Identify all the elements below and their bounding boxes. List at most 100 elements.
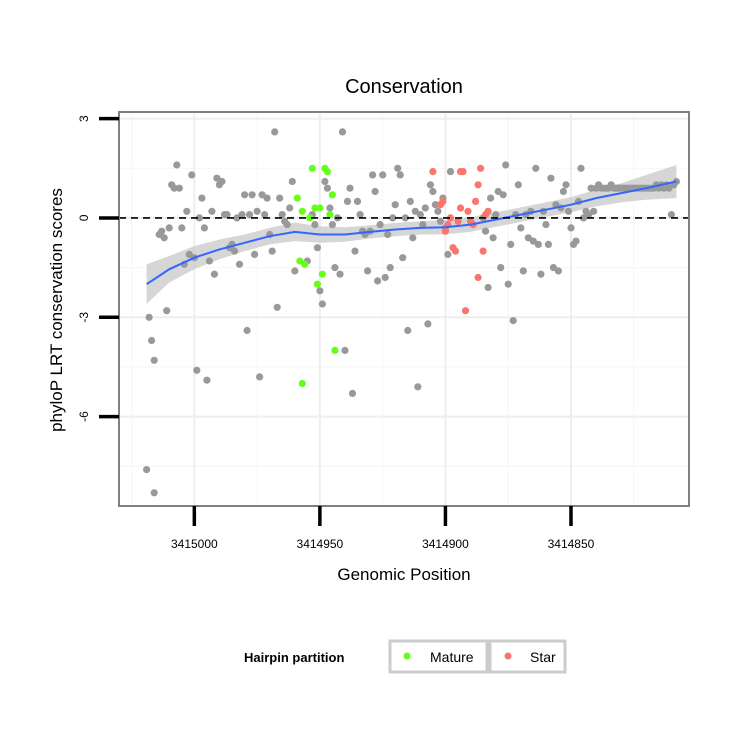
- data-point-other: [251, 250, 259, 258]
- data-point-other: [323, 184, 331, 192]
- data-point-other: [165, 224, 173, 232]
- x-tick-label: 3414850: [548, 537, 595, 551]
- data-point-other: [158, 227, 166, 235]
- data-point-other: [389, 214, 397, 222]
- data-point-other: [218, 177, 226, 186]
- data-point-star: [464, 207, 472, 215]
- data-point-mature: [323, 168, 331, 176]
- data-point-mature: [313, 280, 321, 288]
- data-point-other: [374, 277, 382, 285]
- data-point-other: [532, 164, 540, 172]
- data-point-mature: [326, 211, 334, 219]
- data-point-other: [399, 254, 407, 262]
- data-point-other: [554, 267, 563, 275]
- y-axis-title: phyloP LRT conservation scores: [47, 188, 66, 432]
- data-point-other: [328, 221, 336, 229]
- data-point-other: [572, 237, 580, 245]
- data-point-other: [288, 177, 296, 186]
- data-point-other: [444, 250, 452, 258]
- data-point-other: [200, 224, 208, 232]
- data-point-other: [150, 356, 158, 364]
- data-point-other: [148, 336, 156, 345]
- y-tick-label: -6: [77, 411, 91, 422]
- data-point-mature: [298, 379, 306, 388]
- data-point-star: [484, 207, 492, 215]
- data-point-other: [235, 260, 244, 268]
- data-point-other: [188, 171, 196, 179]
- data-point-other: [499, 191, 507, 199]
- legend-key-mature: [403, 652, 411, 660]
- data-point-other: [170, 184, 178, 192]
- data-point-other: [311, 221, 319, 229]
- data-point-other: [193, 366, 201, 374]
- data-point-other: [253, 207, 261, 215]
- data-point-other: [210, 270, 218, 278]
- x-axis-title: Genomic Position: [337, 565, 470, 584]
- data-point-other: [391, 201, 399, 209]
- data-point-other: [316, 287, 324, 295]
- data-point-other: [313, 244, 321, 252]
- smooth-trend-line: [146, 180, 677, 286]
- data-point-star: [456, 204, 465, 212]
- data-point-other: [223, 211, 231, 219]
- data-point-other: [446, 168, 455, 176]
- data-point-other: [534, 240, 542, 248]
- plot-background: [119, 112, 689, 506]
- x-tick-label: 3414950: [297, 537, 344, 551]
- data-point-other: [492, 211, 500, 219]
- data-point-other: [514, 181, 522, 189]
- data-point-other: [547, 174, 555, 182]
- data-point-other: [351, 247, 359, 255]
- data-point-other: [484, 283, 492, 292]
- data-point-other: [394, 164, 402, 172]
- data-point-other: [436, 217, 444, 225]
- data-point-other: [409, 234, 417, 242]
- data-point-star: [441, 227, 449, 235]
- data-point-mature: [318, 270, 326, 278]
- data-point-other: [542, 221, 550, 229]
- data-point-other: [419, 221, 427, 229]
- data-point-other: [497, 264, 505, 272]
- data-point-other: [348, 389, 357, 397]
- data-point-other: [278, 211, 286, 219]
- data-point-other: [183, 207, 191, 215]
- data-point-other: [414, 383, 422, 391]
- data-point-other: [283, 221, 291, 229]
- data-point-other: [203, 376, 211, 384]
- data-point-other: [426, 181, 434, 189]
- data-point-other: [195, 214, 203, 222]
- data-point-other: [519, 267, 527, 275]
- data-point-star: [477, 164, 485, 172]
- data-point-other: [246, 211, 254, 219]
- data-point-other: [379, 171, 387, 179]
- data-point-star: [451, 247, 460, 255]
- data-point-other: [482, 227, 490, 235]
- data-point-other: [143, 466, 151, 474]
- x-tick-label: 3415000: [171, 537, 218, 551]
- data-point-other: [268, 247, 276, 255]
- plot-panel: [119, 112, 689, 506]
- data-point-other: [331, 264, 339, 272]
- data-point-star: [461, 307, 470, 315]
- data-point-mature: [311, 204, 319, 212]
- data-point-other: [587, 184, 595, 192]
- data-point-other: [376, 221, 384, 229]
- data-point-other: [175, 184, 183, 192]
- data-point-other: [537, 270, 545, 278]
- legend-label-mature: Mature: [430, 649, 474, 665]
- data-point-other: [346, 184, 354, 192]
- data-point-other: [489, 234, 497, 242]
- data-point-other: [241, 191, 249, 199]
- data-point-other: [504, 280, 512, 288]
- data-point-other: [509, 317, 517, 325]
- data-point-other: [276, 194, 284, 202]
- data-point-other: [150, 489, 158, 497]
- data-point-other: [667, 211, 676, 219]
- data-point-other: [396, 171, 404, 179]
- data-point-star: [474, 181, 482, 189]
- data-point-other: [326, 204, 334, 212]
- data-point-other: [160, 234, 168, 242]
- data-point-other: [173, 161, 181, 169]
- y-tick-label: -3: [77, 312, 91, 323]
